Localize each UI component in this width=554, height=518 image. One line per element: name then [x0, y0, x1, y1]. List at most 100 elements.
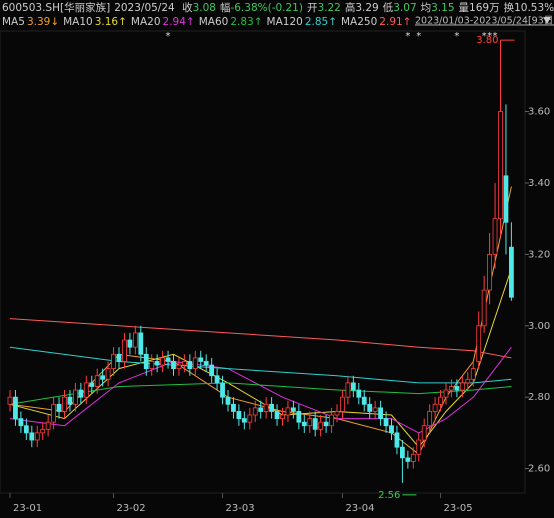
ma-name: MA5 [2, 16, 25, 28]
event-marker: * [454, 31, 459, 42]
ma-line [9, 346, 512, 434]
header-line: 600503.SH[华丽家族] 2023/05/24 收3.08 幅-6.38%(-… [2, 2, 554, 15]
field-label: 均 [420, 2, 432, 14]
ma-name: MA10 [63, 16, 93, 28]
field-label: 收 [182, 2, 193, 14]
ma-name: MA250 [341, 16, 378, 28]
y-tick-label: 2.60 [528, 464, 550, 475]
event-marker: * [493, 31, 498, 42]
candle-body [252, 407, 258, 416]
ma-value: 2.91↑ [379, 16, 412, 28]
y-tick-label: 3.20 [528, 249, 550, 260]
candle-body [345, 382, 351, 398]
ma-line [9, 346, 512, 384]
range-label: 2023/01/03-2023/05/24[93日] [415, 16, 554, 27]
annotation-label: 3.80 [476, 35, 498, 46]
code: 600503.SH[华丽家族] [2, 2, 111, 14]
y-tick-label: 3.40 [528, 178, 550, 189]
ma-name: MA120 [266, 16, 303, 28]
dropdown-icon[interactable] [543, 17, 551, 24]
candle-body [225, 396, 231, 405]
candle-body [176, 364, 182, 370]
candle-body [438, 396, 443, 405]
field-value: 169万 [469, 2, 500, 14]
candle-body [236, 411, 242, 419]
candle-body [187, 361, 193, 370]
candle-body [122, 339, 127, 362]
candle-body [465, 378, 471, 384]
field-value: 10.53% [514, 2, 554, 14]
candle-body [476, 325, 482, 362]
field-value: -6.38%(-0.21) [230, 2, 303, 14]
x-tick-label: 23-01 [13, 503, 42, 514]
candle-body [367, 403, 373, 412]
ma-value: 2.94↑ [162, 16, 195, 28]
field-value: 3.29 [355, 2, 379, 14]
candle-body [340, 396, 345, 412]
candle-body [432, 403, 438, 412]
ma-name: MA20 [130, 16, 161, 28]
field-label: 低 [382, 2, 394, 14]
event-marker: * [487, 31, 492, 42]
candle-body [181, 361, 187, 366]
ma-line: MA5 3.39↓ MA10 3.16↑ MA20 2.94↑ MA60 2.83↑ MA120… [2, 16, 415, 29]
ma-line [9, 268, 512, 448]
candle-body [307, 418, 313, 427]
y-tick-label: 3.60 [528, 107, 550, 118]
ma-value: 2.85↑ [304, 16, 337, 28]
x-tick-label: 23-03 [226, 503, 255, 514]
candle-body [171, 361, 176, 370]
candle-body [323, 421, 329, 427]
candle-body [116, 353, 122, 362]
candle-body [399, 446, 405, 459]
candle-body [378, 407, 384, 419]
candle-body [7, 396, 13, 405]
event-marker: * [482, 31, 487, 42]
candle-body [203, 361, 209, 366]
plot-frame [0, 30, 526, 494]
candle-body [258, 407, 264, 412]
candle-body [247, 414, 253, 423]
candle-body [329, 414, 334, 427]
candle-body [94, 375, 100, 387]
x-tick-label: 23-05 [444, 503, 473, 514]
candle-body [301, 421, 307, 427]
candle-body [143, 353, 149, 370]
candle-body [45, 421, 51, 430]
event-marker: * [166, 31, 171, 42]
field-label: 换 [503, 2, 515, 14]
candle-body [312, 418, 318, 430]
candle-body [138, 332, 144, 355]
candle-body [394, 432, 400, 448]
candle-body [56, 403, 62, 412]
field-value: 3.08 [192, 2, 216, 14]
candle-body [459, 382, 465, 391]
ma-name: MA60 [198, 16, 229, 28]
candle-body [111, 353, 116, 370]
field-label: 幅 [219, 2, 231, 14]
candle-body [83, 382, 89, 398]
x-tick-label: 23-02 [117, 503, 146, 514]
candle-body [132, 332, 138, 348]
candle-body [100, 375, 106, 380]
candle-body [40, 428, 46, 434]
ma-value: 3.16↑ [94, 16, 127, 28]
ma-line [9, 318, 512, 359]
candle-body [296, 411, 302, 423]
candle-body [192, 357, 198, 370]
candle-body [165, 357, 171, 362]
candle-body [220, 382, 225, 398]
candle-body [62, 396, 67, 412]
candle-body [231, 403, 236, 412]
candle-body [29, 432, 35, 441]
ma-value: 3.39↓ [26, 16, 60, 28]
candle-body [198, 357, 204, 362]
candle-body [18, 418, 24, 427]
candle-body [285, 407, 291, 416]
candle-body [51, 403, 56, 423]
y-tick-label: 2.80 [528, 392, 550, 403]
candle-body [503, 175, 509, 223]
candle-body [481, 289, 487, 327]
